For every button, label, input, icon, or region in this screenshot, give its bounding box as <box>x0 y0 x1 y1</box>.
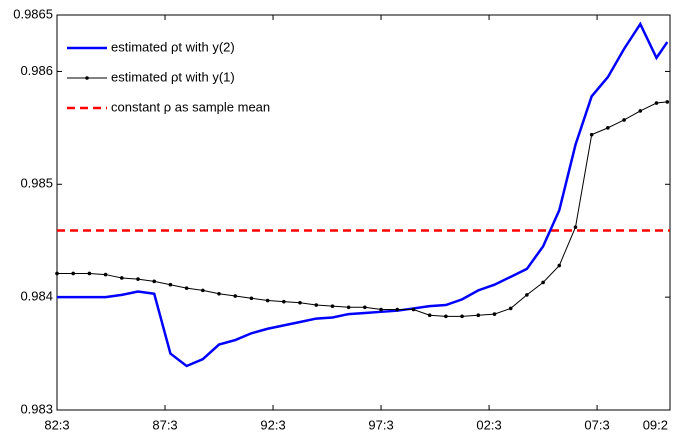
series-marker <box>606 126 610 130</box>
series-marker <box>654 101 659 105</box>
series-marker <box>427 313 432 318</box>
series-marker <box>476 313 481 318</box>
y-tick-label: 0.983 <box>20 401 53 416</box>
series-marker <box>411 307 416 312</box>
y-tick-label: 0.984 <box>20 289 53 304</box>
series-marker <box>525 293 529 297</box>
series-marker <box>201 288 205 293</box>
x-tick-label: 07:3 <box>584 417 609 432</box>
series-marker <box>330 304 335 308</box>
series-marker <box>298 300 302 305</box>
series-marker <box>379 307 383 312</box>
series-marker <box>444 314 448 319</box>
series-marker <box>184 286 189 290</box>
series-marker <box>249 296 254 301</box>
x-tick-label: 82:3 <box>44 417 69 432</box>
series-marker <box>217 291 221 296</box>
series-marker <box>87 271 92 276</box>
legend-marker <box>85 76 89 80</box>
series-marker <box>71 271 76 276</box>
x-tick-label: 97:3 <box>368 417 393 432</box>
y-tick-label: 0.9865 <box>13 6 53 21</box>
series-marker <box>508 306 513 311</box>
y-tick-label: 0.985 <box>20 176 53 191</box>
legend-label: constant ρ as sample mean <box>111 99 270 114</box>
series-marker <box>665 100 670 104</box>
x-tick-label: 09:2 <box>643 417 668 432</box>
x-tick-label: 92:3 <box>260 417 285 432</box>
legend-label: estimated ρt with y(2) <box>111 39 235 54</box>
series-marker <box>638 109 643 113</box>
series-marker <box>557 263 562 268</box>
series-marker <box>589 132 594 137</box>
series-marker <box>152 279 157 284</box>
series-marker <box>363 305 367 310</box>
series-line <box>57 101 668 317</box>
series-marker <box>492 312 497 316</box>
series-marker <box>233 294 238 298</box>
series-marker <box>120 276 124 280</box>
series-line <box>57 21 669 368</box>
x-tick-label: 87:3 <box>152 417 177 432</box>
series-marker <box>460 314 464 319</box>
series-marker <box>136 277 140 281</box>
series-marker <box>314 303 319 307</box>
plot-area <box>56 14 671 411</box>
series-marker <box>168 282 173 287</box>
series-marker <box>265 298 270 303</box>
series-marker <box>541 280 545 285</box>
series-marker <box>282 299 286 304</box>
series-marker <box>622 118 626 122</box>
series-marker <box>103 272 108 277</box>
y-tick-label: 0.986 <box>20 63 53 78</box>
x-tick-label: 02:3 <box>476 417 501 432</box>
series-marker <box>55 271 59 276</box>
legend-label: estimated ρt with y(1) <box>111 69 235 84</box>
series-marker <box>573 225 578 229</box>
series-marker <box>395 307 400 312</box>
series-marker <box>346 305 351 310</box>
